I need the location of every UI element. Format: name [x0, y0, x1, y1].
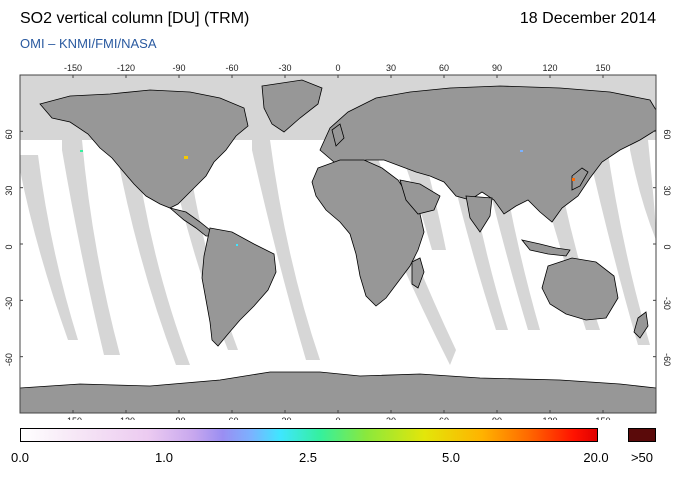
- lon-tick-top: 90: [492, 63, 502, 73]
- india: [465, 195, 493, 233]
- greenland: [261, 79, 323, 133]
- arabia: [399, 179, 441, 215]
- british-isles: [331, 123, 345, 147]
- lon-tick-top: -30: [278, 63, 291, 73]
- lat-tick-left: 60: [4, 129, 14, 139]
- north-america: [39, 89, 249, 209]
- lon-tick-top: 120: [542, 63, 557, 73]
- lat-tick-right: 30: [662, 186, 672, 196]
- graticule-labels: -150 -150 -120 -120 -90 -90 -60 -60 -30 -30 0 0 30 30…: [4, 63, 672, 420]
- lon-tick-top: 60: [439, 63, 449, 73]
- lat-tick-left: 0: [4, 244, 14, 249]
- lon-tick-bottom: 30: [386, 416, 396, 420]
- lon-tick-top: -90: [172, 63, 185, 73]
- new-zealand: [633, 311, 649, 339]
- lon-tick-bottom: -150: [64, 416, 82, 420]
- colorbar-label-4: 20.0: [583, 450, 609, 465]
- japan: [571, 167, 589, 191]
- lon-tick-bottom: -60: [225, 416, 238, 420]
- lon-tick-top: -60: [225, 63, 238, 73]
- so2-trace-pixels: [80, 150, 575, 246]
- lon-tick-top: 150: [595, 63, 610, 73]
- indonesia: [520, 239, 571, 257]
- colorbar-label-2: 2.5: [298, 450, 318, 465]
- lat-tick-right: 0: [662, 244, 672, 249]
- colorbar-overflow: [628, 428, 656, 442]
- colorbar-label-1: 1.0: [154, 450, 174, 465]
- lon-tick-bottom: 0: [335, 416, 340, 420]
- lon-tick-top: -150: [64, 63, 82, 73]
- lon-tick-top: 30: [386, 63, 396, 73]
- lat-tick-right: -60: [662, 353, 672, 366]
- antarctica: [20, 371, 656, 413]
- data-source: OMI – KNMI/FMI/NASA: [20, 36, 157, 51]
- map-date: 18 December 2014: [519, 10, 656, 27]
- lon-tick-top: 0: [335, 63, 340, 73]
- lon-tick-bottom: -120: [117, 416, 135, 420]
- colorbar-label-0: 0.0: [10, 450, 30, 465]
- lon-tick-bottom: -30: [278, 416, 291, 420]
- south-america: [201, 227, 277, 347]
- colorbar-overflow-label: >50: [630, 450, 654, 465]
- lon-tick-bottom: 150: [595, 416, 610, 420]
- lat-tick-left: -60: [4, 353, 14, 366]
- map-title: SO2 vertical column [DU] (TRM): [20, 10, 250, 27]
- lon-tick-bottom: 60: [439, 416, 449, 420]
- so2-world-map: -150 -150 -120 -120 -90 -90 -60 -60 -30 -30 0 0 30 30…: [4, 63, 672, 420]
- lon-tick-bottom: 120: [542, 416, 557, 420]
- africa: [311, 159, 425, 307]
- colorbar-label-3: 5.0: [441, 450, 461, 465]
- lat-tick-left: -30: [4, 297, 14, 310]
- australia: [541, 257, 619, 321]
- madagascar: [411, 257, 425, 289]
- lon-tick-top: -120: [117, 63, 135, 73]
- land-masses: [20, 79, 656, 413]
- lon-tick-bottom: -90: [172, 416, 185, 420]
- lon-tick-bottom: 90: [492, 416, 502, 420]
- lat-tick-right: -30: [662, 297, 672, 310]
- colorbar-gradient: [20, 428, 598, 442]
- lat-tick-right: 60: [662, 129, 672, 139]
- lat-tick-left: 30: [4, 186, 14, 196]
